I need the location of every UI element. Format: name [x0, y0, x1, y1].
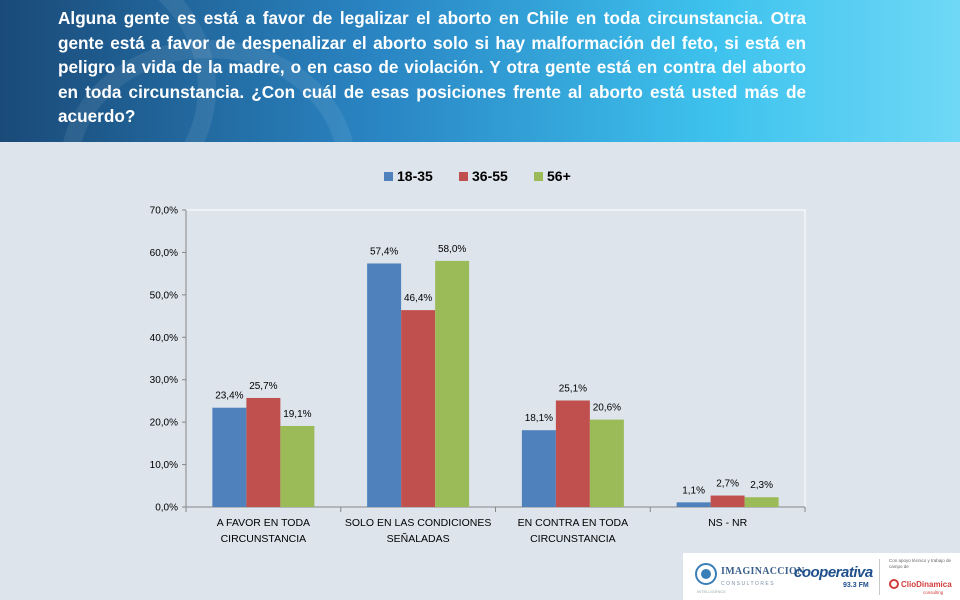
data-label: 20,6% [593, 403, 621, 414]
imaginacion-logo-icon [695, 563, 717, 585]
chart-area: 0,0% 10,0% 20,0% 30,0% 40,0% 50,0% 60,0% 70,0% A… [0, 142, 960, 552]
header-banner: Alguna gente es está a favor de legaliza… [0, 0, 960, 142]
x-category-label: A FAVOR EN TODA [217, 517, 310, 529]
data-label: 1,1% [682, 485, 705, 496]
x-category-label: EN CONTRA EN TODA [518, 517, 628, 529]
imaginacion-subtitle: CONSULTORES [721, 581, 776, 587]
legend-label: 36-55 [472, 168, 508, 184]
bar [280, 425, 315, 507]
data-label: 25,7% [249, 381, 277, 392]
bar [521, 430, 556, 507]
data-label: 23,4% [215, 391, 243, 402]
y-tick-label: 0,0% [155, 503, 178, 514]
bar [435, 260, 470, 507]
y-tick-label: 30,0% [150, 375, 178, 386]
x-category-label: NS - NR [708, 517, 748, 529]
bar [367, 263, 402, 507]
bar [676, 502, 711, 507]
x-category-label: CIRCUNSTANCIA [221, 533, 307, 545]
bar [401, 310, 436, 507]
legend-label: 18-35 [397, 168, 433, 184]
y-tick-label: 60,0% [150, 248, 178, 259]
bar [744, 497, 779, 507]
bar [710, 495, 745, 507]
data-label: 25,1% [559, 384, 587, 395]
bar [555, 400, 590, 507]
y-tick-label: 40,0% [150, 333, 178, 344]
data-label: 58,0% [438, 244, 466, 255]
y-tick-label: 50,0% [150, 290, 178, 301]
imaginacion-logo: IMAGINACCION [721, 566, 805, 577]
x-category-label: SOLO EN LAS CONDICIONES [345, 517, 491, 529]
data-label: 46,4% [404, 293, 432, 304]
x-category-label: SEÑALADAS [387, 532, 450, 545]
legend-swatch [384, 172, 393, 181]
data-label: 2,7% [716, 479, 739, 490]
y-tick-label: 70,0% [150, 206, 178, 217]
y-tick-label: 10,0% [150, 460, 178, 471]
bar [212, 407, 247, 507]
legend-label: 56+ [547, 168, 571, 184]
clio-support-note: Con apoyo técnico y trabajo de campo de [889, 558, 952, 569]
survey-question: Alguna gente es está a favor de legaliza… [58, 8, 806, 126]
x-category-label: CIRCUNSTANCIA [530, 533, 616, 545]
footer-logos: IMAGINACCION CONSULTORES INTELLIGENCE co… [683, 553, 960, 600]
logo-divider [879, 559, 880, 595]
data-label: 2,3% [750, 480, 773, 491]
cliodinamica-logo: ClioDinamica [901, 580, 952, 589]
bar [589, 419, 624, 507]
y-tick-label: 20,0% [150, 418, 178, 429]
cliodinamica-subtitle: consulting [923, 590, 944, 595]
legend-swatch [459, 172, 468, 181]
data-label: 19,1% [283, 409, 311, 420]
legend-swatch [534, 172, 543, 181]
cooperativa-frequency: 93.3 FM [843, 582, 869, 589]
clio-logo-icon [889, 579, 899, 589]
data-label: 18,1% [525, 413, 553, 424]
imaginacion-footnote: INTELLIGENCE [697, 589, 726, 594]
data-label: 57,4% [370, 246, 398, 257]
cooperativa-logo: cooperativa [794, 564, 873, 581]
bar-chart: 0,0% 10,0% 20,0% 30,0% 40,0% 50,0% 60,0% 70,0% A… [150, 168, 806, 545]
bar [246, 397, 281, 507]
